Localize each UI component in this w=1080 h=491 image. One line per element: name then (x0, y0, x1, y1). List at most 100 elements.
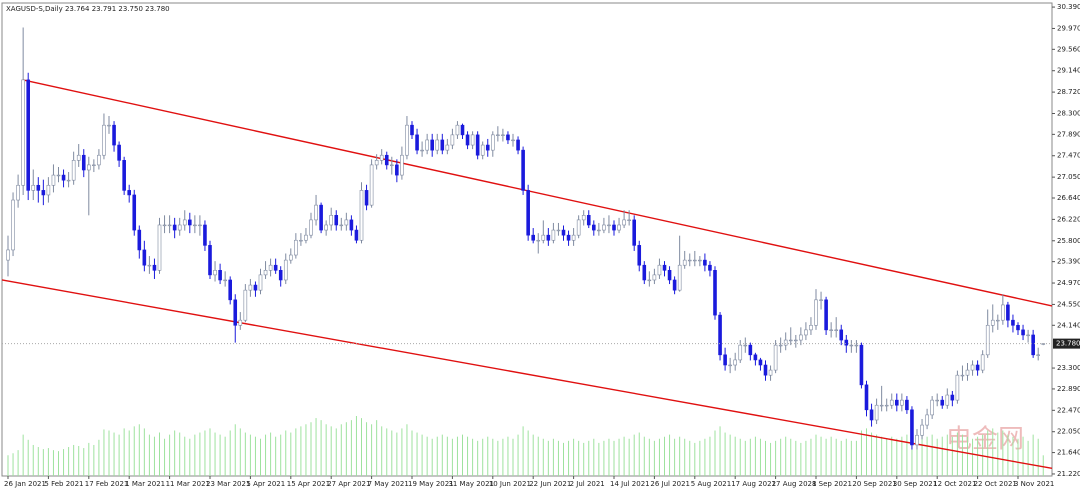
candle-body (546, 234, 551, 241)
candle-body (157, 224, 162, 271)
candle-body (874, 404, 879, 421)
candle-body (349, 219, 354, 231)
y-tick-label: 27.050 (1057, 173, 1080, 181)
candle-body (243, 289, 248, 321)
candle-body (344, 219, 349, 226)
candle-body (61, 174, 66, 181)
candle-body (960, 374, 965, 377)
candle-body (617, 224, 621, 231)
candle-body (490, 134, 495, 151)
candle-body (718, 314, 722, 356)
candle-body (319, 204, 323, 231)
candle-body (309, 219, 313, 236)
candle-body (117, 144, 121, 161)
candle-body (980, 354, 985, 371)
candle-body (36, 184, 41, 191)
candle-body (783, 339, 788, 346)
candle-body (112, 124, 116, 146)
candle-body (637, 245, 642, 266)
candle-body (147, 264, 152, 267)
candle-body (107, 124, 111, 127)
candle-body (329, 215, 334, 226)
candle-body (203, 224, 207, 246)
candle-body (314, 204, 318, 221)
x-tick-label: 23 Mar 2021 (206, 480, 250, 488)
candle-body (753, 354, 758, 361)
candle-body (496, 134, 500, 136)
y-tick-label: 22.050 (1057, 428, 1080, 436)
x-tick-label: 22 Jun 2021 (529, 480, 571, 488)
candle-body (692, 259, 697, 262)
candle-body (1001, 304, 1005, 321)
candle-body (597, 229, 601, 232)
candle-body (975, 364, 980, 371)
candle-body (177, 224, 182, 231)
candle-body (56, 174, 61, 177)
candle-body (647, 279, 652, 282)
candle-body (440, 139, 445, 151)
candle-body (223, 279, 227, 282)
candle-body (288, 254, 293, 261)
candle-body (748, 344, 753, 356)
candle-body (824, 299, 828, 331)
candle-body (258, 274, 263, 291)
candle-body (334, 215, 339, 226)
candle-body (198, 224, 202, 227)
candle-body (450, 134, 455, 146)
candle-body (152, 264, 157, 271)
candle-body (586, 215, 591, 226)
candle-body (359, 190, 364, 241)
x-tick-label: 2 Jul 2021 (570, 480, 605, 488)
y-tick-label: 22.470 (1057, 406, 1080, 414)
candle-body (31, 184, 36, 191)
candle-body (940, 399, 945, 406)
candle-body (374, 160, 379, 166)
candle-body (384, 154, 389, 166)
candle-body (632, 219, 637, 246)
x-tick-label: 30 Sep 2021 (893, 480, 937, 488)
current-price-label: 23.780 (1056, 340, 1080, 348)
candle-body (420, 149, 424, 152)
candle-body (758, 359, 763, 366)
candle-body (834, 329, 839, 331)
y-tick-label: 26.220 (1057, 215, 1080, 223)
candle-body (900, 399, 904, 406)
candle-body (910, 409, 914, 446)
candle-body (905, 399, 909, 411)
candle-body (521, 149, 525, 191)
candle-body (11, 199, 15, 251)
candle-body (354, 229, 359, 241)
candle-body (92, 164, 96, 167)
candle-body (708, 264, 712, 271)
y-tick-label: 23.300 (1057, 364, 1080, 372)
candle-body (763, 364, 768, 376)
candle-body (132, 194, 137, 231)
y-tick-label: 29.140 (1057, 67, 1080, 75)
candle-body (425, 139, 429, 151)
candle-body (66, 179, 71, 182)
candle-body (531, 234, 536, 241)
x-tick-label: 10 Jun 2021 (489, 480, 531, 488)
candle-body (652, 274, 657, 281)
y-tick-label: 28.300 (1057, 109, 1080, 117)
candle-body (864, 384, 869, 411)
candle-body (571, 234, 576, 241)
candle-body (950, 394, 955, 401)
candle-body (253, 284, 258, 291)
candle-body (526, 190, 530, 236)
candle-body (475, 134, 480, 156)
candle-body (193, 224, 197, 227)
candle-body (581, 215, 586, 221)
candle-body (1031, 334, 1035, 356)
candle-body (667, 270, 672, 281)
candle-body (445, 144, 450, 151)
x-tick-label: 26 Jan 2021 (4, 480, 46, 488)
current-price-box (1053, 338, 1080, 349)
candle-body (460, 124, 465, 136)
candle-body (799, 334, 803, 341)
candle-body (844, 339, 849, 346)
y-tick-label: 26.640 (1057, 194, 1080, 202)
x-tick-label: 20 Sep 2021 (852, 480, 896, 488)
candle-body (268, 264, 273, 271)
candle-body (501, 134, 505, 136)
